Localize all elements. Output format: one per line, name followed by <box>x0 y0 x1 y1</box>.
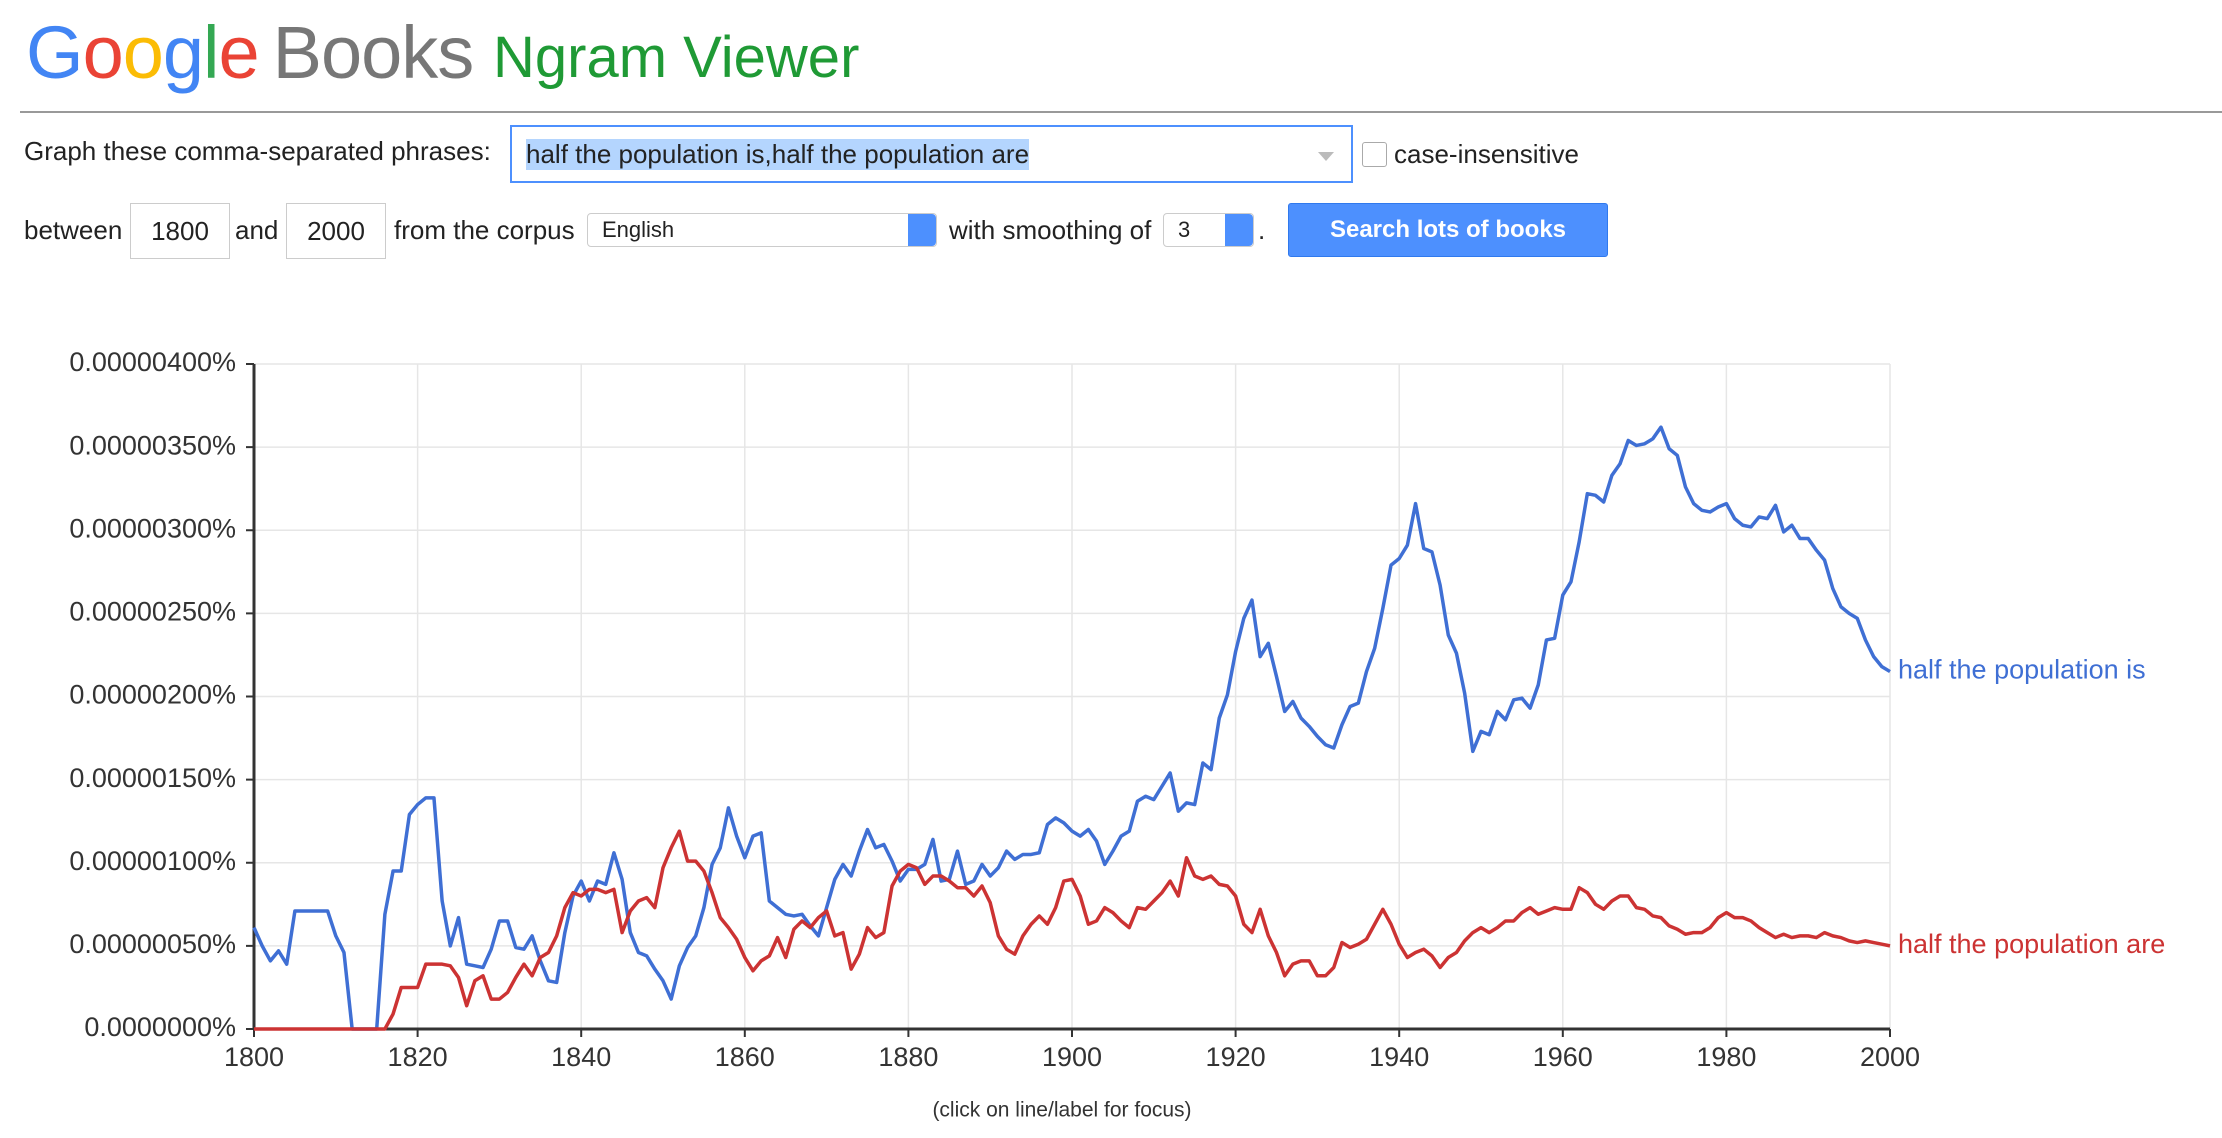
end-text: 2000 <box>307 215 365 246</box>
checkbox[interactable] <box>1362 142 1387 167</box>
y-tick-label: 0.00000250% <box>69 597 236 627</box>
dropdown-caret <box>1318 152 1334 161</box>
x-tick-label: 1980 <box>1696 1042 1756 1072</box>
smoothing-select[interactable]: 3 <box>1163 213 1254 247</box>
google-logo: Google <box>26 11 260 94</box>
select-spinner <box>908 214 936 246</box>
x-tick-label: 1940 <box>1369 1042 1429 1072</box>
y-tick-label: 0.00000350% <box>69 430 236 460</box>
y-tick-label: 0.00000100% <box>69 846 236 876</box>
x-tick-label: 2000 <box>1860 1042 1920 1072</box>
series-label: half the population is <box>1898 655 2146 685</box>
logo-letter: o <box>122 11 164 94</box>
x-tick-label: 1880 <box>878 1042 938 1072</box>
smoothing-text: 3 <box>1178 217 1191 242</box>
y-tick-label: 0.00000300% <box>69 513 236 543</box>
x-tick-label: 1920 <box>1206 1042 1266 1072</box>
start-input[interactable]: 1800 <box>130 203 230 259</box>
logo-letter: g <box>162 11 204 94</box>
search-button[interactable]: Search lots of books <box>1288 203 1608 257</box>
case-label: case-insensitive <box>1394 139 1579 169</box>
series-line <box>254 829 1891 1031</box>
books-logo: Books <box>272 11 475 94</box>
between-label: between <box>24 215 123 245</box>
x-tick-label: 1900 <box>1042 1042 1102 1072</box>
logo-letter: l <box>203 11 219 94</box>
phrases-label: Graph these comma-separated phrases: <box>24 136 491 166</box>
start-text: 1800 <box>151 215 209 246</box>
y-tick-label: 0.0000000% <box>84 1012 236 1042</box>
logo[interactable]: Google Books <box>26 10 475 95</box>
select-spinner <box>1225 214 1253 246</box>
series-line <box>252 425 1891 1031</box>
x-tick-label: 1800 <box>224 1042 284 1072</box>
corpus-text: English <box>602 217 675 242</box>
x-tick-label: 1860 <box>715 1042 775 1072</box>
y-tick-label: 0.00000150% <box>69 763 236 793</box>
x-tick-label: 1840 <box>551 1042 611 1072</box>
chart-note: (click on line/label for focus) <box>932 1099 1191 1122</box>
corpus-select[interactable]: English <box>587 213 937 247</box>
logo-letter: e <box>218 11 259 94</box>
end-input[interactable]: 2000 <box>286 203 386 259</box>
x-tick-label: 1960 <box>1533 1042 1593 1072</box>
and-label: and <box>235 215 279 245</box>
period: . <box>1258 215 1266 245</box>
smoothing-label: with smoothing of <box>949 215 1152 245</box>
y-tick-label: 0.00000200% <box>69 680 236 710</box>
logo-letter: o <box>82 11 124 94</box>
y-tick-label: 0.00000400% <box>69 347 236 377</box>
divider <box>20 111 2222 113</box>
phrases-text: half the population is,half the populati… <box>526 138 1030 170</box>
series-label: half the population are <box>1898 929 2165 959</box>
app-title: Ngram Viewer <box>493 25 860 90</box>
logo-letter: G <box>26 11 84 94</box>
y-tick-label: 0.00000050% <box>69 929 236 959</box>
phrases-input[interactable]: half the population is,half the populati… <box>510 125 1353 183</box>
x-tick-label: 1820 <box>388 1042 448 1072</box>
corpus-label: from the corpus <box>394 215 575 245</box>
